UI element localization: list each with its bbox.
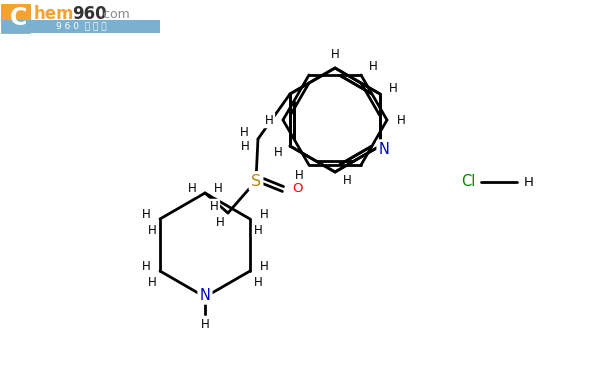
Text: N: N <box>200 288 211 303</box>
Text: H: H <box>524 176 534 189</box>
Text: H: H <box>330 48 339 60</box>
Text: H: H <box>397 114 405 126</box>
Text: N: N <box>379 141 390 156</box>
Text: hem: hem <box>34 5 74 23</box>
Text: S: S <box>251 174 261 189</box>
Text: 960: 960 <box>72 5 106 23</box>
Text: H: H <box>240 126 248 138</box>
Text: H: H <box>388 82 397 96</box>
Text: .com: .com <box>100 9 131 21</box>
Text: H: H <box>253 224 263 237</box>
Text: H: H <box>260 207 269 220</box>
Text: H: H <box>148 224 156 237</box>
FancyBboxPatch shape <box>1 4 31 34</box>
Text: H: H <box>209 201 218 213</box>
Text: H: H <box>142 207 150 220</box>
Text: H: H <box>241 141 249 153</box>
Text: H: H <box>215 216 224 229</box>
Text: H: H <box>342 174 352 186</box>
Text: O: O <box>293 183 303 195</box>
Text: H: H <box>201 318 209 330</box>
Text: H: H <box>264 114 273 126</box>
Text: Cl: Cl <box>461 174 475 189</box>
Text: H: H <box>188 182 197 195</box>
Text: H: H <box>148 276 156 288</box>
Text: H: H <box>214 182 223 195</box>
Text: H: H <box>260 260 269 273</box>
Text: H: H <box>253 276 263 288</box>
Text: H: H <box>273 146 283 159</box>
Text: H: H <box>142 260 150 273</box>
Text: 9 6 0  化 工 网: 9 6 0 化 工 网 <box>56 21 106 30</box>
Text: H: H <box>295 168 303 182</box>
Bar <box>2 20 160 33</box>
Text: H: H <box>368 60 378 74</box>
Bar <box>2 3 160 35</box>
Text: C: C <box>10 6 27 30</box>
